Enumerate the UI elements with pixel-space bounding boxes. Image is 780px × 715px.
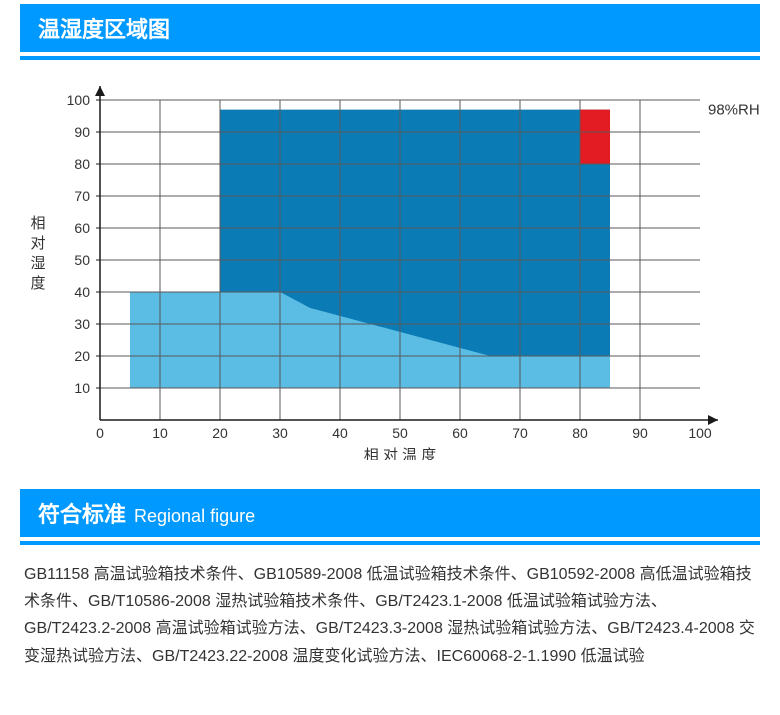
svg-text:湿: 湿 [30, 255, 45, 272]
svg-text:20: 20 [74, 348, 90, 364]
header-2-sub: Regional figure [134, 506, 255, 527]
svg-text:100: 100 [67, 92, 91, 108]
chart-container: 0 10 20 30 40 50 60 70 80 90 100 10 20 30 40 50 60 70 80 90… [0, 60, 780, 485]
svg-text:100: 100 [688, 425, 712, 441]
header-1-title: 温湿度区域图 [38, 12, 170, 44]
svg-text:20: 20 [212, 425, 228, 441]
svg-text:度: 度 [30, 275, 45, 292]
svg-text:90: 90 [632, 425, 648, 441]
svg-text:60: 60 [452, 425, 468, 441]
svg-text:30: 30 [272, 425, 288, 441]
header-2-title: 符合标准 [38, 497, 126, 529]
svg-text:90: 90 [74, 124, 90, 140]
svg-text:50: 50 [392, 425, 408, 441]
svg-text:0: 0 [96, 425, 104, 441]
header-1-bar: 温湿度区域图 [20, 4, 760, 52]
svg-text:40: 40 [74, 284, 90, 300]
svg-text:80: 80 [572, 425, 588, 441]
svg-text:50: 50 [74, 252, 90, 268]
svg-text:30: 30 [74, 316, 90, 332]
svg-text:60: 60 [74, 220, 90, 236]
svg-text:相: 相 [30, 215, 45, 232]
svg-text:70: 70 [512, 425, 528, 441]
svg-text:98%RH: 98%RH [708, 102, 760, 119]
svg-text:70: 70 [74, 188, 90, 204]
zone-chart: 0 10 20 30 40 50 60 70 80 90 100 10 20 30 40 50 60 70 80 90… [0, 80, 780, 460]
header-section-1: 温湿度区域图 [20, 4, 760, 60]
standards-paragraph: GB11158 高温试验箱技术条件、GB10589-2008 低温试验箱技术条件… [0, 545, 780, 670]
svg-text:10: 10 [152, 425, 168, 441]
header-section-2: 符合标准 Regional figure [20, 489, 760, 545]
svg-text:80: 80 [74, 156, 90, 172]
svg-text:10: 10 [74, 380, 90, 396]
header-2-bar: 符合标准 Regional figure [20, 489, 760, 537]
standards-text: GB11158 高温试验箱技术条件、GB10589-2008 低温试验箱技术条件… [24, 566, 755, 665]
svg-text:相 对 温 度: 相 对 温 度 [364, 447, 437, 460]
svg-text:对: 对 [30, 235, 45, 252]
svg-text:40: 40 [332, 425, 348, 441]
